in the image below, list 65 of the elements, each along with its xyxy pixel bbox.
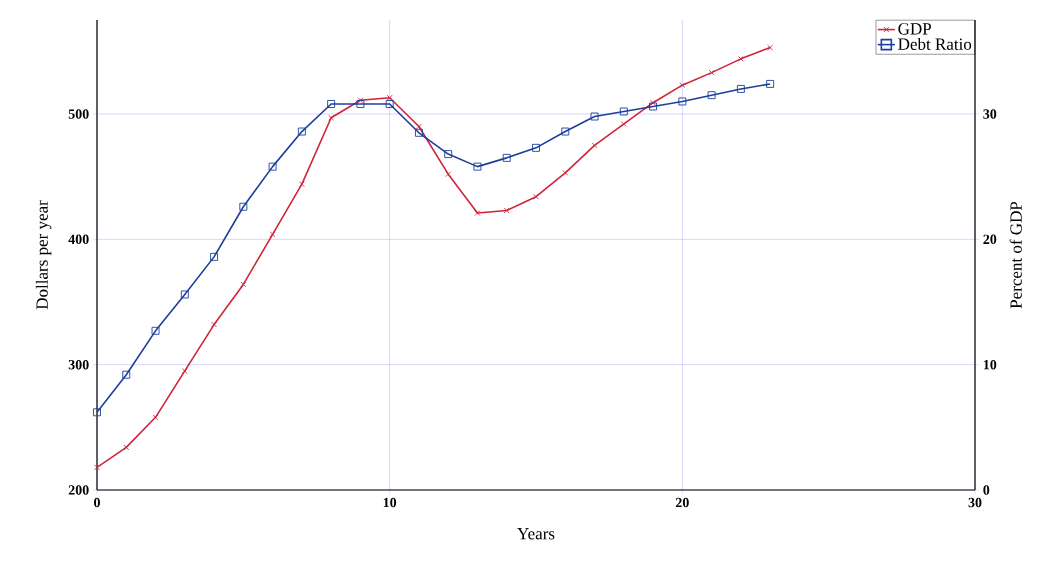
- point: [356, 100, 365, 108]
- point: [444, 150, 453, 159]
- point: [707, 91, 716, 100]
- y-tick-label: 400: [68, 234, 89, 245]
- y-tick-label: 300: [68, 359, 89, 370]
- point: [737, 55, 744, 62]
- point: [268, 162, 277, 171]
- point: [210, 252, 219, 261]
- point: [620, 121, 627, 127]
- point: [533, 193, 539, 200]
- point: [532, 143, 540, 152]
- point: [766, 79, 775, 88]
- point: [650, 99, 656, 106]
- point: [94, 464, 100, 471]
- point: [474, 210, 481, 216]
- y2-tick-label: 0: [983, 485, 990, 495]
- point: [708, 69, 715, 76]
- point: [416, 123, 422, 130]
- point: [297, 127, 306, 136]
- point: [181, 368, 188, 374]
- point: [239, 202, 248, 211]
- y2-tick-label: 30: [983, 109, 997, 119]
- point: [385, 100, 394, 108]
- x-axis-title: Years: [517, 528, 555, 540]
- legend-label: GDP: [898, 23, 931, 35]
- point: [591, 142, 598, 149]
- point: [678, 97, 687, 106]
- point: [123, 444, 130, 451]
- x-tick-label: 20: [675, 497, 689, 508]
- y-tick-label: 500: [68, 109, 89, 119]
- point: [562, 169, 569, 176]
- point: [649, 102, 658, 111]
- point: [211, 321, 217, 328]
- point: [386, 94, 393, 101]
- x-tick-label: 0: [94, 497, 100, 508]
- point: [473, 162, 482, 171]
- y-axis-title: Dollars per year: [35, 200, 52, 310]
- point: [767, 44, 774, 51]
- y2-tick-label: 10: [983, 359, 997, 370]
- point: [122, 370, 131, 379]
- point: [151, 326, 160, 335]
- point: [240, 281, 247, 288]
- point: [502, 153, 511, 162]
- point: [327, 100, 336, 108]
- point: [445, 171, 452, 178]
- point: [357, 97, 364, 104]
- legend-label: Debt Ratio: [898, 37, 972, 50]
- point: [590, 112, 599, 121]
- point: [736, 84, 745, 93]
- y-tick-label: 200: [68, 485, 89, 495]
- x-tick-label: 30: [968, 497, 982, 508]
- point: [180, 290, 189, 299]
- y2-axis-title: Percent of GDP: [1009, 201, 1022, 309]
- y2-tick-label: 20: [983, 234, 997, 245]
- point: [269, 231, 276, 238]
- x-tick-label: 10: [383, 497, 397, 508]
- point: [298, 181, 305, 188]
- point: [619, 107, 628, 116]
- point: [561, 127, 570, 136]
- point: [152, 414, 159, 421]
- point: [414, 128, 423, 137]
- point: [93, 408, 101, 417]
- point: [503, 207, 510, 214]
- point: [679, 82, 686, 89]
- point: [328, 114, 335, 121]
